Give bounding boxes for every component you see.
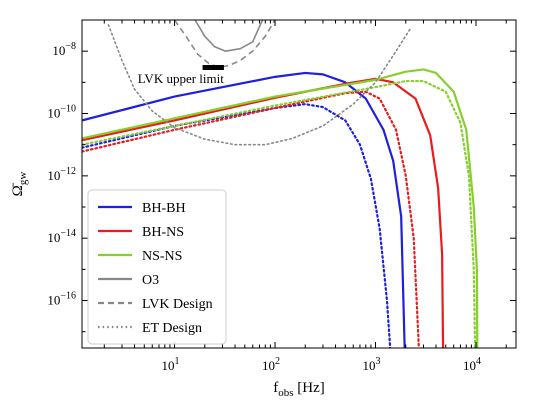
- annotation-layer: LVK upper limit: [138, 64, 225, 86]
- legend-label-bh-ns: BH-NS: [142, 225, 184, 240]
- y-tick-label: 10−16: [47, 291, 76, 308]
- x-tick-label: 103: [363, 356, 381, 373]
- y-tick-exp: −16: [60, 291, 76, 302]
- x-tick-base: 10: [162, 358, 175, 373]
- x-tick-exp: 3: [376, 356, 381, 367]
- y-tick-base: 10: [47, 230, 60, 245]
- x-axis-label: fobs [Hz]: [273, 380, 325, 399]
- y-tick-base: 10: [47, 168, 60, 183]
- legend: BH-BH BH-NS NS-NS O3 LVK Design ET Design: [87, 189, 227, 345]
- y-tick-base: 10: [47, 106, 60, 121]
- y-tick-base: 10: [52, 43, 65, 58]
- series-ns-ns-dotted-line: [82, 79, 477, 348]
- x-tick-label: 102: [262, 356, 280, 373]
- axis-labels: fobs [Hz] Ω̄gw: [10, 172, 325, 399]
- series-bh-ns-dotted-line: [82, 90, 420, 348]
- x-tick-base: 10: [463, 358, 476, 373]
- y-tick-label: 10−8: [52, 41, 76, 58]
- y-tick-base: 10: [47, 293, 60, 308]
- x-axis-label-sub: obs: [278, 387, 293, 399]
- legend-label-o3: O3: [142, 273, 159, 288]
- legend-label-bh-bh: BH-BH: [142, 201, 186, 216]
- legend-box: [87, 189, 227, 345]
- x-tick-label: 104: [463, 356, 481, 373]
- x-tick-base: 10: [262, 358, 275, 373]
- legend-label-ns-ns: NS-NS: [142, 249, 182, 264]
- y-axis-label: Ω̄gw: [10, 172, 29, 197]
- series-bh-bh-solid-line: [82, 71, 406, 348]
- series-ns-ns-solid-line: [82, 68, 479, 348]
- y-tick-exp: −14: [60, 228, 76, 239]
- y-tick-exp: −10: [60, 104, 76, 115]
- x-axis-label-base: f: [273, 380, 278, 396]
- x-tick-exp: 1: [175, 356, 180, 367]
- series-o3-solid-line: [194, 20, 264, 52]
- y-tick-label: 10−10: [47, 104, 76, 121]
- series-et-design-dotted-line: [107, 24, 411, 146]
- series-bh-ns-solid-line: [82, 77, 445, 348]
- x-tick-base: 10: [363, 358, 376, 373]
- y-axis-label-base: Ω̄: [10, 182, 26, 196]
- series-lvk-design-dashed-line: [173, 20, 276, 69]
- plot-frame: [81, 19, 517, 349]
- legend-label-lvk-design: LVK Design: [142, 297, 213, 312]
- curves-layer: [82, 20, 479, 348]
- series-bh-bh-dotted-line: [82, 103, 392, 348]
- x-tick-label: 101: [162, 356, 180, 373]
- y-tick-exp: −12: [60, 166, 76, 177]
- x-axis-label-unit: [Hz]: [294, 380, 325, 396]
- x-tick-exp: 2: [275, 356, 280, 367]
- y-tick-exp: −8: [65, 41, 76, 52]
- y-axis-label-sub: gw: [17, 172, 29, 186]
- legend-label-et-design: ET Design: [142, 321, 202, 336]
- upper-limit-label: LVK upper limit: [138, 71, 225, 86]
- y-tick-label: 10−14: [47, 228, 76, 245]
- x-tick-exp: 4: [476, 356, 481, 367]
- y-tick-label: 10−12: [47, 166, 76, 183]
